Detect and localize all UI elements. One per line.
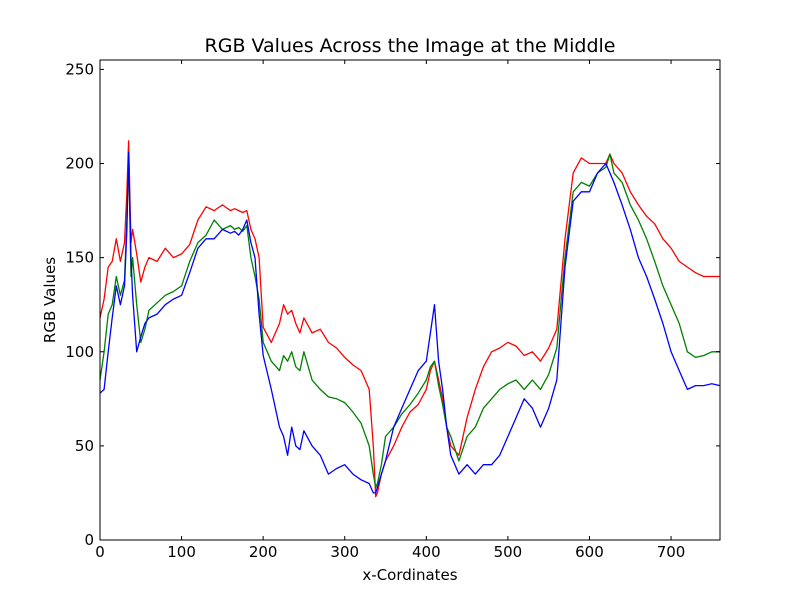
x-tick-label: 200: [249, 543, 278, 561]
y-tick-label: 250: [65, 60, 94, 78]
y-tick-label: 0: [84, 531, 94, 549]
y-tick-label: 150: [65, 249, 94, 267]
y-tick-label: 200: [65, 155, 94, 173]
series-line-blue: [99, 151, 721, 494]
x-tick-label: 100: [167, 543, 196, 561]
x-tick-label: 400: [412, 543, 441, 561]
plot-frame: [99, 59, 721, 541]
series-line-red: [99, 140, 720, 498]
x-tick-label: 300: [330, 543, 359, 561]
x-axis-label: x-Cordinates: [362, 566, 457, 584]
x-tick-label: 700: [657, 543, 686, 561]
y-tick-label: 50: [75, 437, 94, 455]
series-layer: [99, 140, 721, 498]
x-tick-label: 0: [95, 543, 105, 561]
y-tick-label: 100: [65, 343, 94, 361]
series-line-green: [99, 153, 720, 488]
y-axis-label: RGB Values: [41, 257, 59, 343]
x-tick-label: 600: [575, 543, 604, 561]
ticks-layer: 0 100 200 300 400 500 600 700 0 50 100 150 200 250: [65, 60, 720, 561]
chart-title: RGB Values Across the Image at the Middl…: [205, 35, 616, 57]
x-tick-label: 500: [494, 543, 523, 561]
